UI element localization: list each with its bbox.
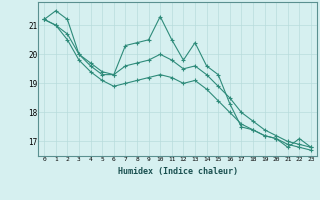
X-axis label: Humidex (Indice chaleur): Humidex (Indice chaleur) (118, 167, 238, 176)
